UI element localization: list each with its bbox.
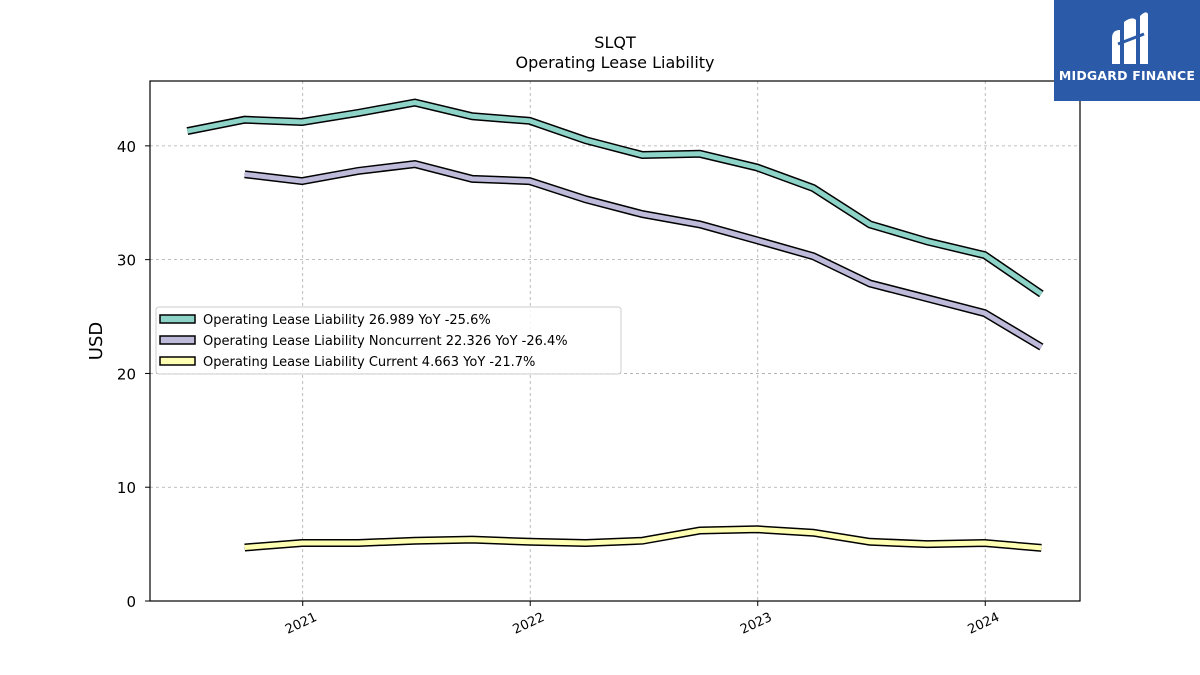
y-tick-label: 20 (117, 365, 136, 383)
y-axis: 0 10 20 30 40 (117, 138, 150, 611)
legend-swatch-2 (159, 335, 196, 345)
series-line-1 (186, 100, 1043, 296)
y-axis-label: USD (86, 322, 107, 360)
chart-subtitle: Operating Lease Liability (515, 53, 714, 72)
y-tick-label: 30 (117, 252, 136, 270)
legend-label-2: Operating Lease Liability Noncurrent 22.… (203, 334, 568, 349)
x-tick-label: 2022 (511, 610, 547, 638)
y-tick-label: 10 (117, 479, 136, 497)
y-tick-label: 0 (126, 593, 136, 611)
series-layer (186, 98, 1044, 552)
series-line-2 (244, 161, 1043, 350)
plot-frame (149, 80, 1081, 602)
y-tick-label: 40 (117, 138, 136, 156)
series-line-3 (244, 526, 1042, 551)
brand-name: MIDGARD FINANCE (1058, 68, 1196, 83)
legend-swatch-3 (159, 356, 196, 366)
x-tick-label: 2024 (966, 610, 1002, 638)
legend-box (155, 306, 622, 375)
legend: Operating Lease Liability 26.989 YoY -25… (155, 306, 622, 375)
chart-title: SLQT (594, 33, 636, 52)
legend-swatch-1 (159, 314, 196, 324)
brand-logo: MIDGARD FINANCE (1054, 0, 1200, 101)
x-tick-label: 2021 (283, 610, 319, 638)
legend-label-1: Operating Lease Liability 26.989 YoY -25… (203, 313, 491, 328)
x-axis: 2021 2022 2023 2024 (283, 601, 1002, 638)
legend-label-3: Operating Lease Liability Current 4.663 … (203, 355, 535, 370)
brand-mark-icon (1112, 12, 1148, 64)
x-tick-label: 2023 (738, 610, 774, 638)
series-line-outline-1 (186, 98, 1044, 298)
